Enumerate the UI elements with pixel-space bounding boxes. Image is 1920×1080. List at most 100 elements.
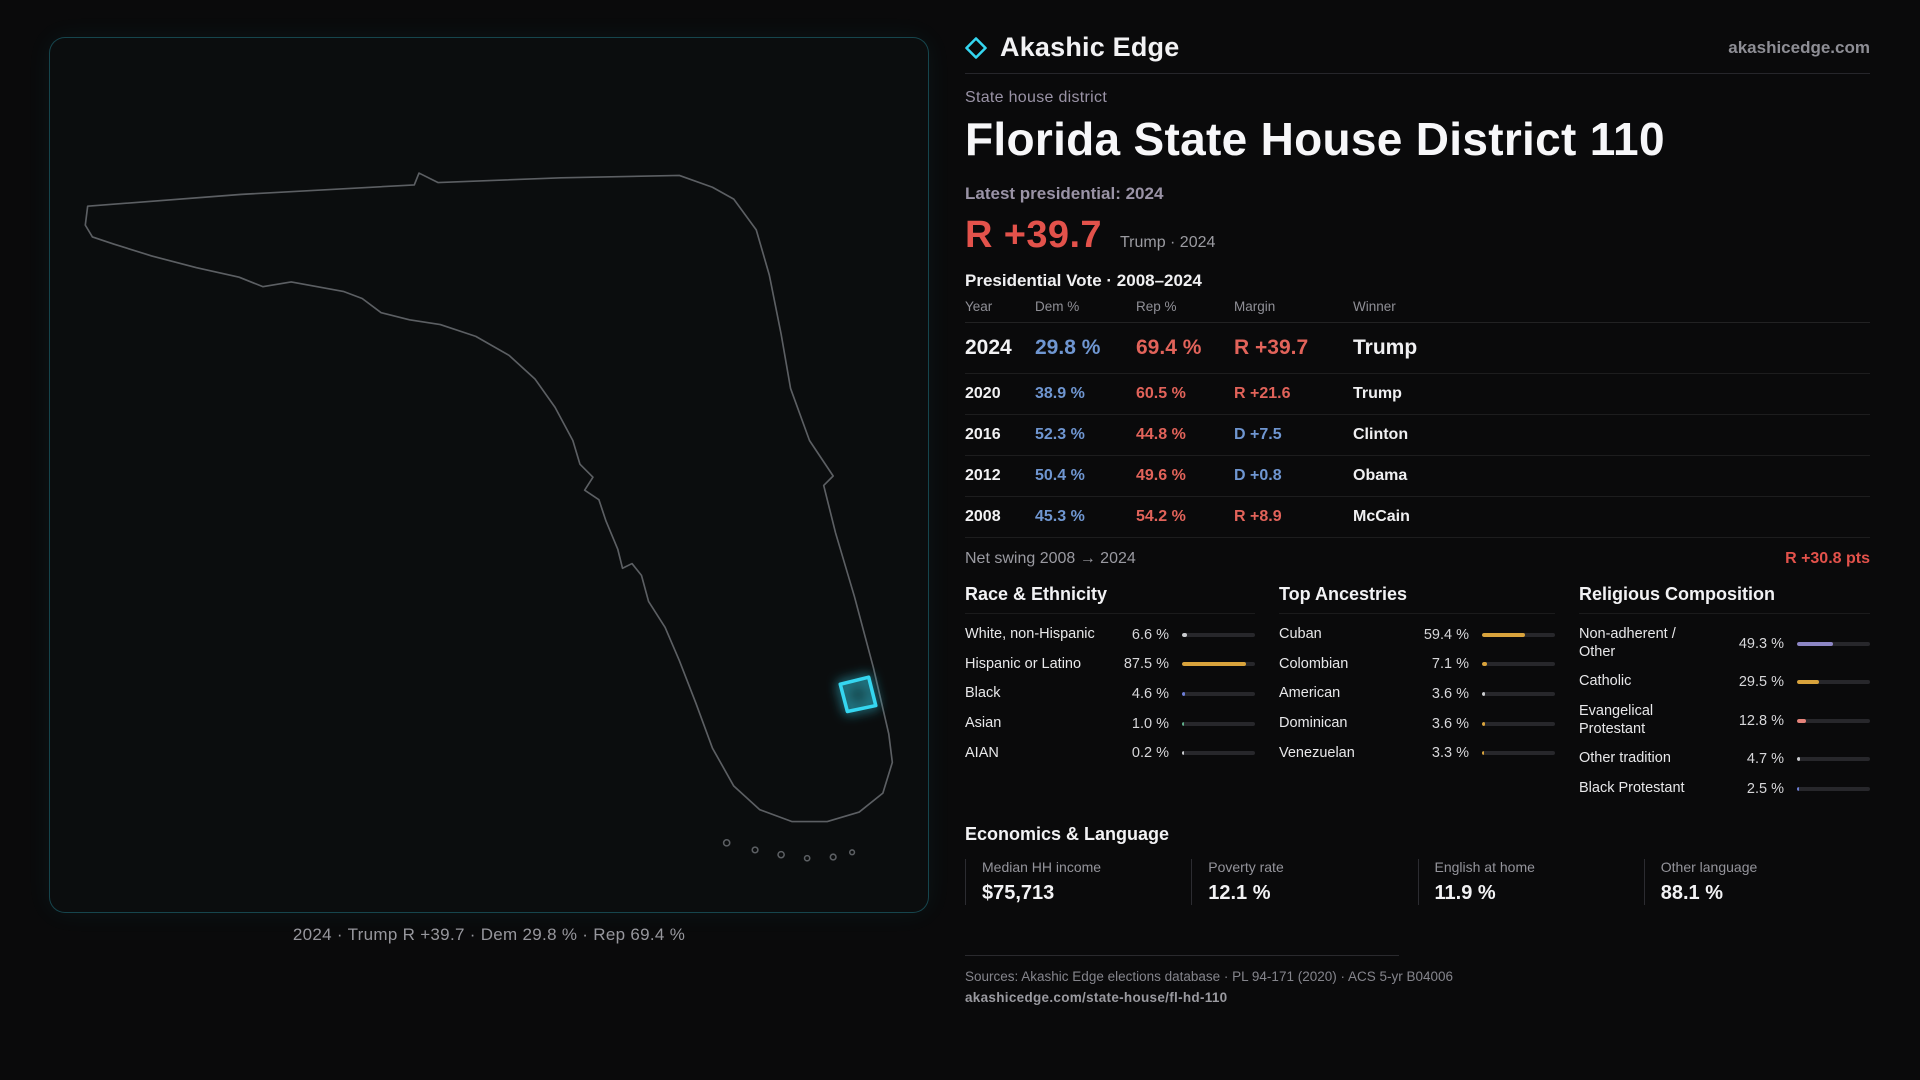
demo-row-value: 12.8 % <box>1738 712 1784 729</box>
demo-row: Hispanic or Latino 87.5 % <box>965 650 1255 680</box>
net-swing-label: Net swing 2008 → 2024 <box>965 549 1136 567</box>
latest-margin-value: R +39.7 <box>965 213 1102 256</box>
district-marker[interactable] <box>838 675 878 714</box>
demo-row-label: AIAN <box>965 744 999 761</box>
vote-column-header: Margin <box>1234 298 1276 314</box>
stat-cell: Other language 88.1 % <box>1643 858 1870 905</box>
demo-row-label: Black <box>965 685 1001 702</box>
florida-map <box>84 172 894 862</box>
demo-row: Cuban 59.4 % <box>1279 620 1555 650</box>
florida-outline <box>84 172 894 823</box>
vote-column-header: Rep % <box>1136 298 1177 314</box>
permalink[interactable]: akashicedge.com/state-house/fl-hd-110 <box>965 989 1228 1005</box>
demo-bar-fill <box>1182 751 1184 756</box>
demo-bar-fill <box>1482 692 1485 697</box>
brand-name: Akashic Edge <box>1000 32 1180 62</box>
demo-row: Other tradition 4.7 % <box>1579 744 1870 774</box>
vote-table-title: Presidential Vote · 2008–2024 <box>965 270 1202 290</box>
demo-row: Venezuelan 3.3 % <box>1279 739 1555 769</box>
demo-bar-fill <box>1797 786 1799 791</box>
vote-cell-rep: 54.2 % <box>1136 507 1186 525</box>
vote-row-2008: 2008 45.3 % 54.2 % R +8.9 McCain <box>965 497 1870 538</box>
vote-cell-margin: R +8.9 <box>1234 507 1282 525</box>
demo-row: AIAN 0.2 % <box>965 739 1255 769</box>
demo-row: Dominican 3.6 % <box>1279 709 1555 739</box>
diamond-icon <box>965 36 987 59</box>
demo-bar <box>1482 721 1555 726</box>
demo-row-label: Venezuelan <box>1279 744 1355 761</box>
vote-cell-dem: 50.4 % <box>1035 466 1085 484</box>
vote-cell-margin: R +39.7 <box>1234 335 1309 359</box>
demo-row-label: Black Protestant <box>1579 780 1685 797</box>
demo-row-value: 0.2 % <box>1131 745 1169 762</box>
vote-cell-year: 2012 <box>965 466 1001 484</box>
demo-bar <box>1482 662 1555 667</box>
demo-row: Asian 1.0 % <box>965 709 1255 739</box>
demo-column-title: Religious Composition <box>1579 584 1870 614</box>
demo-row-value: 49.3 % <box>1738 635 1784 652</box>
demo-bar-fill <box>1182 721 1184 726</box>
stat-label: Poverty rate <box>1208 858 1284 875</box>
demo-row-value: 3.3 % <box>1431 745 1469 762</box>
vote-table-header: Year Dem % Rep % Margin Winner <box>965 299 1870 323</box>
demo-row-value: 1.0 % <box>1131 715 1169 732</box>
net-swing-row: Net swing 2008 → 2024 R +30.8 pts <box>965 538 1870 568</box>
demo-column: Race & Ethnicity White, non-Hispanic 6.6 %… <box>965 584 1255 804</box>
demo-row: Catholic 29.5 % <box>1579 667 1870 697</box>
demo-row-value: 3.6 % <box>1431 686 1469 703</box>
vote-cell-winner: Clinton <box>1353 425 1409 443</box>
vote-cell-dem: 29.8 % <box>1035 335 1101 359</box>
demo-bar <box>1482 632 1555 637</box>
demo-column: Religious Composition Non-adherent / Othe… <box>1579 584 1870 804</box>
vote-cell-winner: Trump <box>1353 335 1418 359</box>
demo-row-label: Catholic <box>1579 673 1632 690</box>
vote-cell-winner: Trump <box>1353 384 1402 402</box>
vote-row-2024: 2024 29.8 % 69.4 % R +39.7 Trump <box>965 323 1870 374</box>
demo-row-value: 7.1 % <box>1431 656 1469 673</box>
demo-row-label: Cuban <box>1279 625 1322 642</box>
brand-domain-link[interactable]: akashicedge.com <box>1728 37 1870 57</box>
demo-bar-fill <box>1482 632 1526 637</box>
vote-cell-margin: R +21.6 <box>1234 384 1291 402</box>
stat-value: 88.1 % <box>1660 881 1724 904</box>
florida-keys-dots <box>722 838 856 862</box>
demo-bar <box>1797 786 1870 791</box>
demo-row-value: 2.5 % <box>1746 780 1784 797</box>
demo-bar <box>1182 692 1255 697</box>
stat-cell: Poverty rate 12.1 % <box>1191 858 1417 905</box>
net-swing-value: R +30.8 pts <box>1785 549 1870 567</box>
demo-row-value: 4.7 % <box>1746 751 1784 768</box>
brand: Akashic Edge <box>965 32 1179 63</box>
demo-row: White, non-Hispanic 6.6 % <box>965 620 1255 650</box>
demographics-grid: Race & Ethnicity White, non-Hispanic 6.6 %… <box>965 584 1870 804</box>
economics-stats: Median HH income $75,713 Poverty rate 12.1 … <box>965 858 1870 905</box>
demo-row-label: Colombian <box>1279 655 1349 672</box>
stat-label: English at home <box>1434 858 1535 875</box>
demo-column-title: Race & Ethnicity <box>965 584 1255 614</box>
latest-margin-sub: Trump · 2024 <box>1119 233 1216 251</box>
demo-bar-fill <box>1482 721 1485 726</box>
demo-bar-fill <box>1797 680 1819 685</box>
vote-cell-year: 2020 <box>965 384 1001 402</box>
demo-row: American 3.6 % <box>1279 679 1555 709</box>
demo-row: Black 4.6 % <box>965 679 1255 709</box>
page-footer: Sources: Akashic Edge elections database… <box>965 954 1870 1005</box>
stat-label: Median HH income <box>982 858 1102 875</box>
demo-bar-fill <box>1182 692 1186 697</box>
vote-cell-dem: 38.9 % <box>1035 384 1085 402</box>
stat-cell: Median HH income $75,713 <box>965 858 1191 905</box>
vote-cell-year: 2024 <box>965 335 1012 359</box>
demo-row-value: 59.4 % <box>1423 626 1469 643</box>
vote-cell-rep: 49.6 % <box>1136 466 1186 484</box>
demo-row-value: 87.5 % <box>1123 656 1169 673</box>
vote-column-header: Dem % <box>1035 298 1080 314</box>
stat-cell: English at home 11.9 % <box>1417 858 1644 905</box>
demo-bar <box>1797 718 1870 723</box>
demo-row-label: White, non-Hispanic <box>965 625 1095 642</box>
demo-bar-fill <box>1797 718 1807 723</box>
demo-bar <box>1482 692 1555 697</box>
stat-value: 11.9 % <box>1434 881 1496 904</box>
vote-cell-margin: D +7.5 <box>1234 425 1282 443</box>
demo-bar <box>1182 721 1255 726</box>
demo-bar <box>1182 751 1255 756</box>
